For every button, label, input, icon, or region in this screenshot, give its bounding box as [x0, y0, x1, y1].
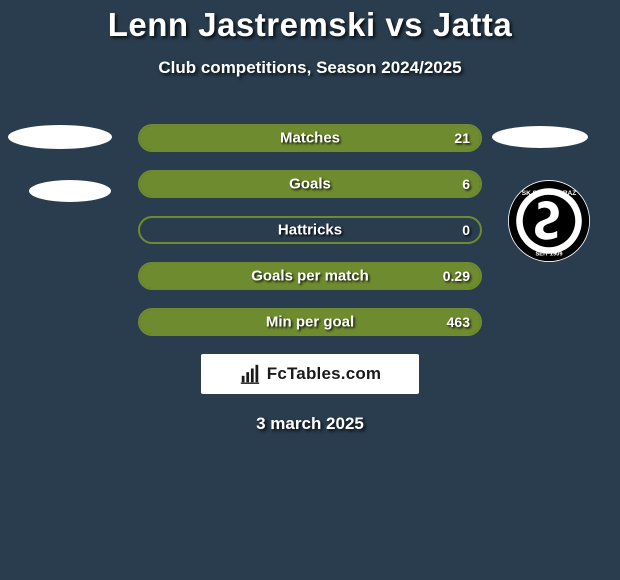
right-player-badge-ellipse-1 [492, 126, 588, 148]
club-crest-icon: SK STURM GRAZ SEIT 1909 [508, 180, 590, 262]
right-club-logo: SK STURM GRAZ SEIT 1909 [508, 180, 590, 262]
stat-label: Matches [280, 130, 340, 147]
stat-label: Hattricks [278, 222, 342, 239]
stat-row: Goals per match 0.29 [138, 262, 482, 290]
stat-row: Hattricks 0 [138, 216, 482, 244]
stat-label: Min per goal [266, 314, 354, 331]
svg-text:SK STURM GRAZ: SK STURM GRAZ [522, 190, 577, 197]
stat-row: Min per goal 463 [138, 308, 482, 336]
branding-text: FcTables.com [267, 364, 382, 384]
stat-value-right: 0.29 [443, 268, 470, 284]
stat-value-right: 0 [462, 222, 470, 238]
svg-text:SEIT 1909: SEIT 1909 [535, 251, 562, 257]
branding-box: FcTables.com [201, 354, 419, 394]
left-player-badge-ellipse-1 [8, 125, 112, 149]
stat-value-right: 6 [462, 176, 470, 192]
stat-value-right: 463 [447, 314, 470, 330]
stat-row: Matches 21 [138, 124, 482, 152]
stats-rows-container: Matches 21 Goals 6 Hattricks 0 Goals per match… [138, 124, 482, 336]
stat-row: Goals 6 [138, 170, 482, 198]
stat-value-right: 21 [454, 130, 470, 146]
date: 3 march 2025 [0, 414, 620, 434]
page-title: Lenn Jastremski vs Jatta [0, 0, 620, 44]
subtitle: Club competitions, Season 2024/2025 [0, 58, 620, 78]
bar-chart-icon [239, 363, 261, 385]
stat-label: Goals per match [251, 268, 369, 285]
stat-label: Goals [289, 176, 331, 193]
left-player-badge-ellipse-2 [29, 180, 111, 202]
